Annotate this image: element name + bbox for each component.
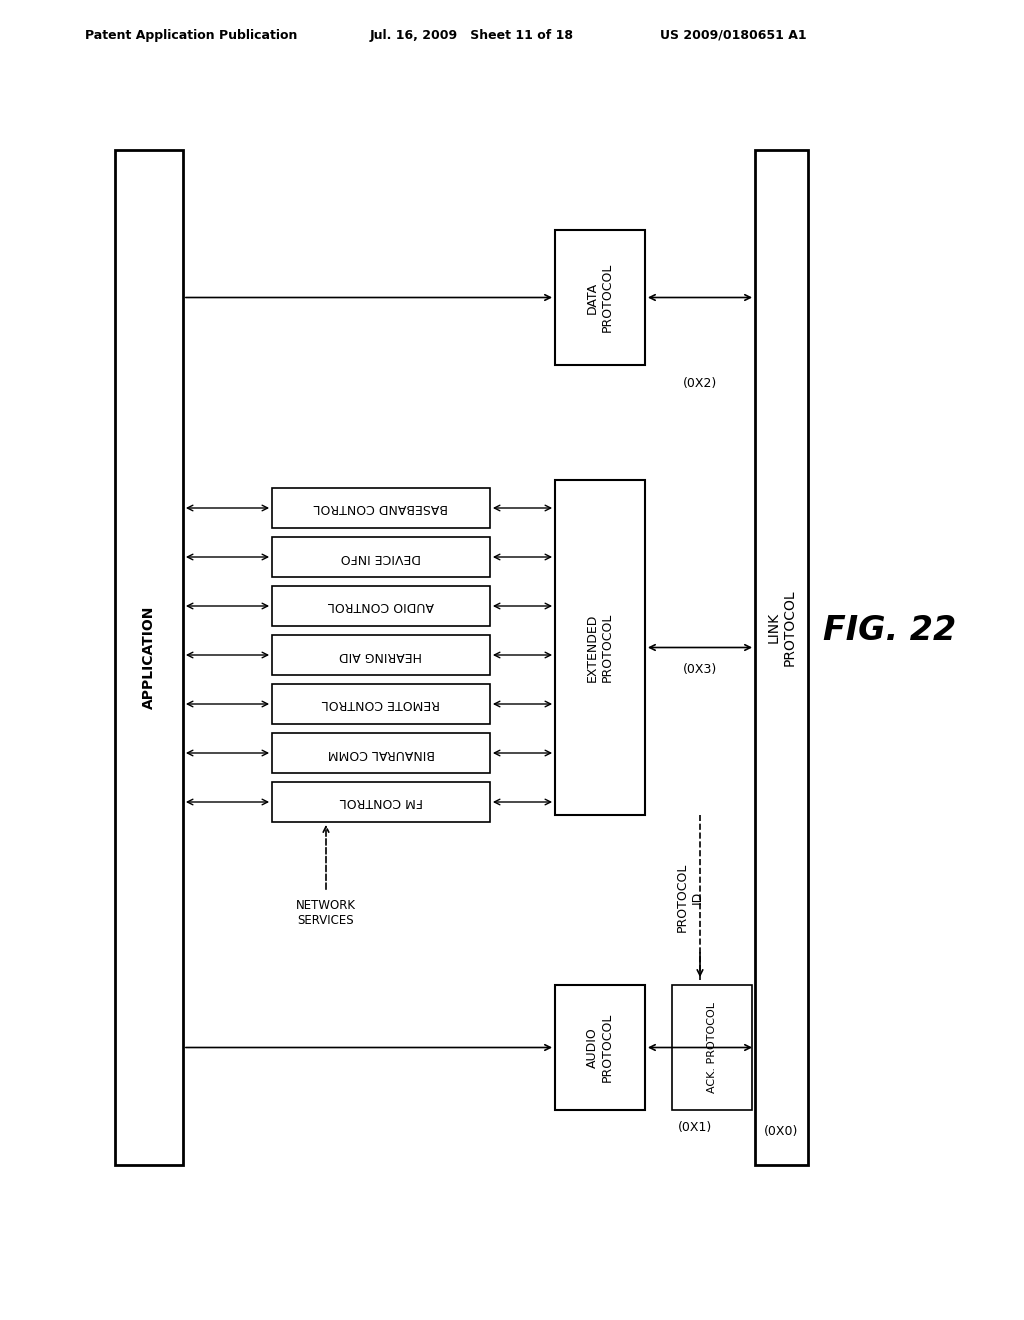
Text: BINAURAL COMM: BINAURAL COMM <box>328 747 434 759</box>
Text: APPLICATION: APPLICATION <box>142 606 156 709</box>
Text: NETWORK
SERVICES: NETWORK SERVICES <box>296 899 356 927</box>
Text: Jul. 16, 2009   Sheet 11 of 18: Jul. 16, 2009 Sheet 11 of 18 <box>370 29 574 41</box>
Text: FIG. 22: FIG. 22 <box>823 614 956 647</box>
FancyBboxPatch shape <box>272 488 490 528</box>
FancyBboxPatch shape <box>115 150 183 1166</box>
FancyBboxPatch shape <box>555 230 645 366</box>
Text: REMOTE CONTROL: REMOTE CONTROL <box>322 697 440 710</box>
FancyBboxPatch shape <box>555 480 645 814</box>
Text: Patent Application Publication: Patent Application Publication <box>85 29 297 41</box>
Text: EXTENDED
PROTOCOL: EXTENDED PROTOCOL <box>586 612 614 682</box>
FancyBboxPatch shape <box>272 781 490 822</box>
Text: AUDIO
PROTOCOL: AUDIO PROTOCOL <box>586 1012 614 1082</box>
Text: (0X2): (0X2) <box>683 376 717 389</box>
Text: LINK
PROTOCOL: LINK PROTOCOL <box>766 589 797 665</box>
Text: (0X1): (0X1) <box>678 1122 712 1134</box>
Text: PROTOCOL
ID: PROTOCOL ID <box>676 863 705 932</box>
FancyBboxPatch shape <box>272 586 490 626</box>
FancyBboxPatch shape <box>272 733 490 774</box>
Text: FM CONTROL: FM CONTROL <box>339 796 423 808</box>
Text: AUDIO CONTROL: AUDIO CONTROL <box>328 599 434 612</box>
Text: BASEBAND CONTROL: BASEBAND CONTROL <box>313 502 449 515</box>
Text: (0X3): (0X3) <box>683 663 717 676</box>
FancyBboxPatch shape <box>272 635 490 675</box>
FancyBboxPatch shape <box>272 537 490 577</box>
Text: HEARING AID: HEARING AID <box>340 648 423 661</box>
Text: DEVICE INFO: DEVICE INFO <box>341 550 421 564</box>
Text: ACK. PROTOCOL: ACK. PROTOCOL <box>707 1002 717 1093</box>
FancyBboxPatch shape <box>755 150 808 1166</box>
FancyBboxPatch shape <box>555 985 645 1110</box>
Text: (0X0): (0X0) <box>764 1126 799 1138</box>
Text: US 2009/0180651 A1: US 2009/0180651 A1 <box>660 29 807 41</box>
Text: DATA
PROTOCOL: DATA PROTOCOL <box>586 263 614 333</box>
FancyBboxPatch shape <box>272 684 490 723</box>
FancyBboxPatch shape <box>672 985 752 1110</box>
